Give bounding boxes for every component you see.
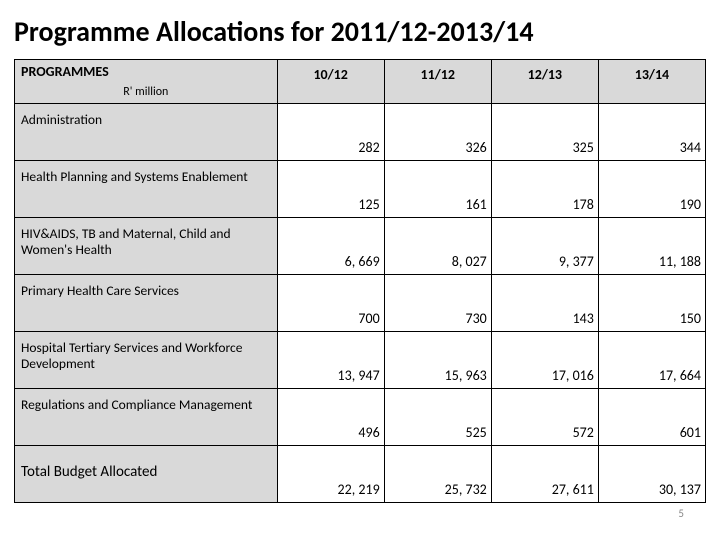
cell-value-text: 13, 947 bbox=[282, 367, 380, 384]
table-body: Administration282 326 325 344 Health Plannin… bbox=[15, 104, 706, 503]
row-label: Regulations and Compliance Management bbox=[15, 389, 278, 446]
cell-value: 9, 377 bbox=[491, 218, 598, 275]
col-header-2: 11/12 bbox=[384, 60, 491, 104]
row-label: Hospital Tertiary Services and Workforce… bbox=[15, 332, 278, 389]
cell-value: 22, 219 bbox=[277, 446, 384, 503]
table-row: HIV&AIDS, TB and Maternal, Child and Wom… bbox=[15, 218, 706, 275]
cell-value: 6, 669 bbox=[277, 218, 384, 275]
cell-value-text: 700 bbox=[282, 310, 380, 327]
cell-value: 15, 963 bbox=[384, 332, 491, 389]
allocations-table: PROGRAMMES R' million 10/12 11/12 12/13 … bbox=[14, 59, 706, 503]
cell-value: 150 bbox=[598, 275, 705, 332]
table-row: Total Budget Allocated22, 219 25, 732 27, … bbox=[15, 446, 706, 503]
cell-value: 344 bbox=[598, 104, 705, 161]
col-header-programmes: PROGRAMMES R' million bbox=[15, 60, 278, 104]
cell-value: 282 bbox=[277, 104, 384, 161]
cell-value-text: 17, 016 bbox=[496, 367, 594, 384]
col-header-4: 13/14 bbox=[598, 60, 705, 104]
cell-value: 700 bbox=[277, 275, 384, 332]
cell-value: 143 bbox=[491, 275, 598, 332]
cell-value: 13, 947 bbox=[277, 332, 384, 389]
table-row: Primary Health Care Services700 730 143 150 bbox=[15, 275, 706, 332]
table-row: Regulations and Compliance Management496… bbox=[15, 389, 706, 446]
cell-value: 572 bbox=[491, 389, 598, 446]
cell-value: 190 bbox=[598, 161, 705, 218]
table-row: Administration282 326 325 344 bbox=[15, 104, 706, 161]
cell-value: 17, 016 bbox=[491, 332, 598, 389]
table-row: Health Planning and Systems Enablement12… bbox=[15, 161, 706, 218]
col-header-3: 12/13 bbox=[491, 60, 598, 104]
cell-value-text: 325 bbox=[496, 139, 594, 156]
cell-value: 325 bbox=[491, 104, 598, 161]
cell-value-text: 22, 219 bbox=[282, 481, 380, 498]
cell-value: 11, 188 bbox=[598, 218, 705, 275]
slide-title: Programme Allocations for 2011/12-2013/1… bbox=[14, 14, 706, 49]
cell-value: 25, 732 bbox=[384, 446, 491, 503]
cell-value-text: 15, 963 bbox=[389, 367, 487, 384]
col-header-1: 10/12 bbox=[277, 60, 384, 104]
cell-value: 730 bbox=[384, 275, 491, 332]
cell-value-text: 178 bbox=[496, 196, 594, 213]
cell-value-text: 11, 188 bbox=[603, 253, 701, 270]
cell-value-text: 25, 732 bbox=[389, 481, 487, 498]
cell-value-text: 143 bbox=[496, 310, 594, 327]
cell-value-text: 8, 027 bbox=[389, 253, 487, 270]
row-label: Primary Health Care Services bbox=[15, 275, 278, 332]
col-header-programmes-line1: PROGRAMMES bbox=[21, 63, 109, 80]
cell-value: 326 bbox=[384, 104, 491, 161]
cell-value-text: 572 bbox=[496, 424, 594, 441]
row-label: Administration bbox=[15, 104, 278, 161]
cell-value-text: 326 bbox=[389, 139, 487, 156]
cell-value-text: 9, 377 bbox=[496, 253, 594, 270]
cell-value-text: 17, 664 bbox=[603, 367, 701, 384]
cell-value: 161 bbox=[384, 161, 491, 218]
cell-value: 601 bbox=[598, 389, 705, 446]
cell-value-text: 282 bbox=[282, 139, 380, 156]
cell-value-text: 730 bbox=[389, 310, 487, 327]
cell-value: 27, 611 bbox=[491, 446, 598, 503]
row-label: Total Budget Allocated bbox=[15, 446, 278, 503]
col-header-programmes-line2: R' million bbox=[21, 85, 271, 99]
cell-value: 30, 137 bbox=[598, 446, 705, 503]
cell-value: 8, 027 bbox=[384, 218, 491, 275]
cell-value-text: 496 bbox=[282, 424, 380, 441]
cell-value-text: 27, 611 bbox=[496, 481, 594, 498]
cell-value: 178 bbox=[491, 161, 598, 218]
table-row: Hospital Tertiary Services and Workforce… bbox=[15, 332, 706, 389]
table-header-row: PROGRAMMES R' million 10/12 11/12 12/13 … bbox=[15, 60, 706, 104]
cell-value-text: 150 bbox=[603, 310, 701, 327]
cell-value-text: 161 bbox=[389, 196, 487, 213]
cell-value-text: 6, 669 bbox=[282, 253, 380, 270]
cell-value: 496 bbox=[277, 389, 384, 446]
cell-value-text: 344 bbox=[603, 139, 701, 156]
cell-value-text: 190 bbox=[603, 196, 701, 213]
cell-value-text: 601 bbox=[603, 424, 701, 441]
cell-value-text: 30, 137 bbox=[603, 481, 701, 498]
cell-value: 525 bbox=[384, 389, 491, 446]
cell-value: 17, 664 bbox=[598, 332, 705, 389]
cell-value-text: 525 bbox=[389, 424, 487, 441]
page-number: 5 bbox=[678, 507, 684, 520]
cell-value: 125 bbox=[277, 161, 384, 218]
row-label: HIV&AIDS, TB and Maternal, Child and Wom… bbox=[15, 218, 278, 275]
row-label: Health Planning and Systems Enablement bbox=[15, 161, 278, 218]
cell-value-text: 125 bbox=[282, 196, 380, 213]
